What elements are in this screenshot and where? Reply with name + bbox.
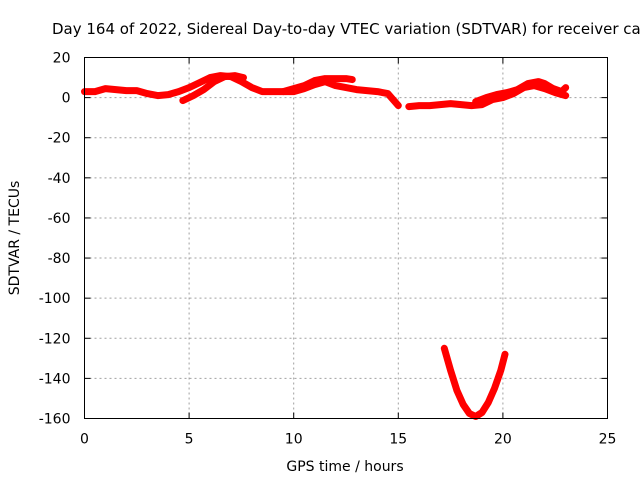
x-tick-label: 20 <box>494 432 512 448</box>
y-tick-label: -160 <box>39 412 71 428</box>
series-line-2 <box>179 72 247 105</box>
y-tick-label: -40 <box>48 171 71 187</box>
y-tick-label: -60 <box>48 211 71 227</box>
series-line-5 <box>472 78 570 106</box>
y-tick-label: -120 <box>39 331 71 347</box>
y-tick-label: -140 <box>39 371 71 387</box>
series-line-1 <box>81 72 402 110</box>
y-tick-labels: 20 0 -20 -40 -60 -80 -100 -120 -140 -160 <box>39 51 71 428</box>
x-axis-label: GPS time / hours <box>286 459 403 475</box>
grid-lines <box>84 57 608 419</box>
plot-frame <box>84 57 608 419</box>
y-tick-label: -80 <box>48 251 71 267</box>
x-tick-label: 5 <box>185 432 194 448</box>
y-tick-label: 0 <box>62 91 71 107</box>
axis-ticks <box>84 57 608 419</box>
series-line-3 <box>279 75 356 96</box>
chart-title: Day 164 of 2022, Sidereal Day-to-day VTE… <box>52 20 640 38</box>
y-tick-label: -20 <box>48 131 71 147</box>
x-tick-labels: 0 5 10 15 20 25 <box>80 432 616 448</box>
series-line-6 <box>440 344 509 420</box>
x-tick-label: 10 <box>285 432 303 448</box>
y-tick-label: -100 <box>39 291 71 307</box>
x-tick-label: 25 <box>599 432 617 448</box>
y-tick-label: 20 <box>53 51 71 67</box>
data-series <box>81 72 570 420</box>
x-tick-label: 0 <box>80 432 89 448</box>
x-tick-label: 15 <box>389 432 407 448</box>
y-axis-label: SDTVAR / TECUs <box>7 181 23 296</box>
series-line-4 <box>405 82 570 111</box>
